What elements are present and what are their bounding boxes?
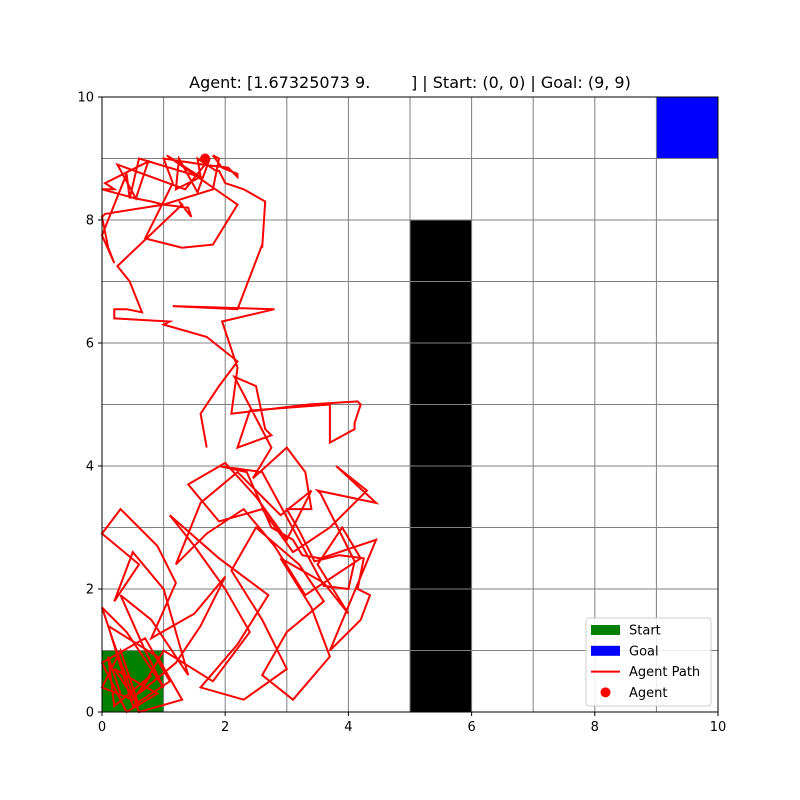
axes-frame: [101, 96, 719, 713]
y-tick-label: 4: [86, 460, 94, 475]
x-tick-label: 0: [98, 720, 106, 735]
legend-label-start: Start: [629, 624, 661, 639]
x-tick-label: 4: [344, 720, 352, 735]
x-tick-label: 2: [221, 720, 229, 735]
x-tick-label: 6: [467, 720, 475, 735]
y-tick-label: 6: [86, 337, 94, 352]
legend-swatch-agent: [600, 687, 611, 698]
chart-title: Agent: [1.67325073 9. ] | Start: (0, 0) …: [189, 73, 631, 92]
legend-label-goal: Goal: [629, 644, 659, 659]
plot-area: 0 2 4 6 8 10 0 2 4 6 8 10: [77, 91, 726, 736]
legend-label-agent-path: Agent Path: [629, 665, 700, 680]
legend-box: [585, 617, 712, 707]
x-tick-label: 10: [710, 720, 727, 735]
y-tick-label: 0: [86, 706, 94, 721]
goal-cell: [656, 97, 718, 159]
legend-label-agent: Agent: [629, 686, 667, 701]
y-tick-label: 2: [86, 583, 94, 598]
x-tick-label: 8: [591, 720, 599, 735]
agent-path-line: [100, 154, 380, 714]
legend: Start Goal Agent Path Agent: [585, 617, 712, 707]
legend-swatch-start: [591, 625, 620, 635]
y-tick-label: 10: [77, 91, 94, 106]
legend-swatch-goal: [591, 645, 620, 656]
y-tick-label: 8: [86, 214, 94, 229]
agent-marker: [200, 153, 211, 164]
